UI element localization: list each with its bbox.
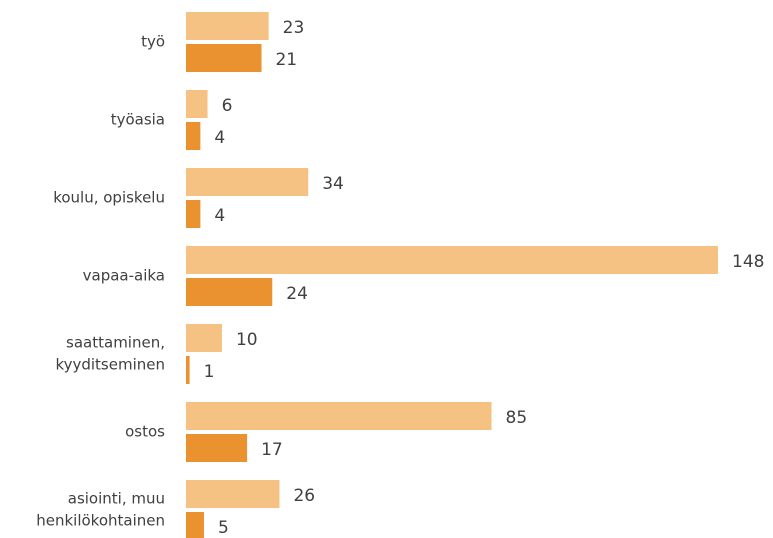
value-label: 24 [286,284,308,304]
category-label: ostos [125,423,165,441]
category-label: kyyditseminen [55,356,165,374]
bar [186,512,204,538]
bar [186,480,280,508]
value-label: 148 [732,252,764,272]
bar [186,434,248,462]
value-label: 26 [293,486,315,506]
bar [186,90,208,118]
value-label: 21 [275,50,297,70]
value-label: 5 [218,518,229,538]
bar [186,402,492,430]
category-label: henkilökohtainen [36,512,165,530]
category-label: työ [141,33,165,51]
value-label: 17 [261,440,283,460]
bar [186,200,201,228]
category-label: koulu, opiskelu [53,189,165,207]
value-label: 4 [214,128,225,148]
value-label: 34 [322,174,344,194]
category-label: työasia [111,111,165,129]
value-label: 4 [214,206,225,226]
bar [186,324,222,352]
bar [186,168,309,196]
bar [186,44,262,72]
value-label: 10 [236,330,258,350]
value-label: 1 [204,362,215,382]
bar [186,278,273,306]
category-label: vapaa-aika [83,267,165,285]
bar [186,356,190,384]
value-label: 23 [283,18,305,38]
category-label: asiointi, muu [68,490,165,508]
category-label: saattaminen, [66,334,165,352]
value-label: 6 [222,96,233,116]
value-label: 85 [506,408,528,428]
bar [186,122,201,150]
bar [186,12,269,40]
bar [186,246,718,274]
